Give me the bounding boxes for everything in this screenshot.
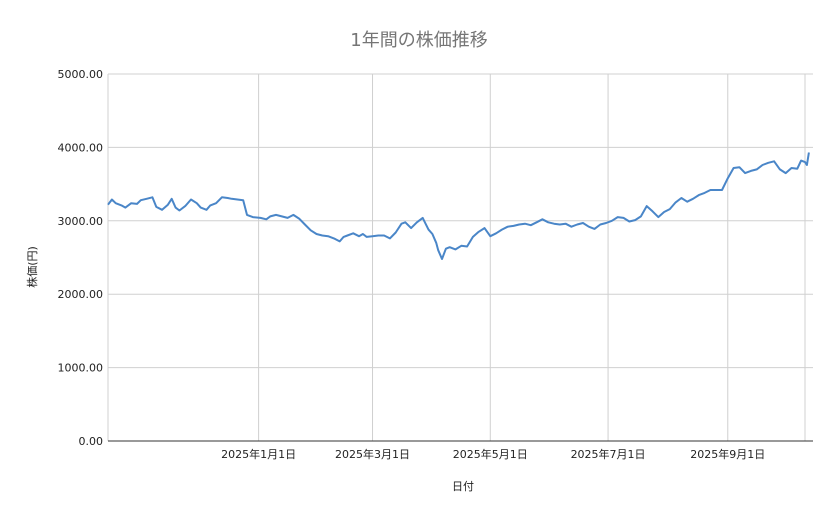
y-tick-label: 4000.00: [58, 141, 104, 154]
y-tick-label: 2000.00: [58, 288, 104, 301]
vertical-gridlines: [107, 74, 806, 441]
horizontal-gridlines: [108, 73, 813, 369]
y-axis-ticks: 0.00 1000.00 2000.00 3000.00 4000.00 5000.00: [58, 68, 104, 448]
y-tick-label: 0.00: [79, 435, 104, 448]
x-axis-label: 日付: [452, 480, 474, 493]
x-tick-label: 2025年9月1日: [690, 447, 765, 461]
y-tick-label: 3000.00: [58, 215, 104, 228]
chart-title: 1年間の株価推移: [350, 30, 487, 51]
series-line: [107, 152, 810, 260]
x-tick-label: 2025年1月1日: [221, 447, 296, 461]
x-tick-label: 2025年7月1日: [571, 447, 646, 461]
x-tick-label: 2025年3月1日: [335, 447, 410, 461]
x-tick-label: 2025年5月1日: [453, 447, 528, 461]
y-axis-label: 株価(円): [25, 246, 39, 288]
y-tick-label: 5000.00: [58, 68, 104, 81]
x-axis-ticks: 2025年1月1日 2025年3月1日 2025年5月1日 2025年7月1日 2025…: [221, 447, 765, 461]
y-tick-label: 1000.00: [58, 362, 104, 375]
